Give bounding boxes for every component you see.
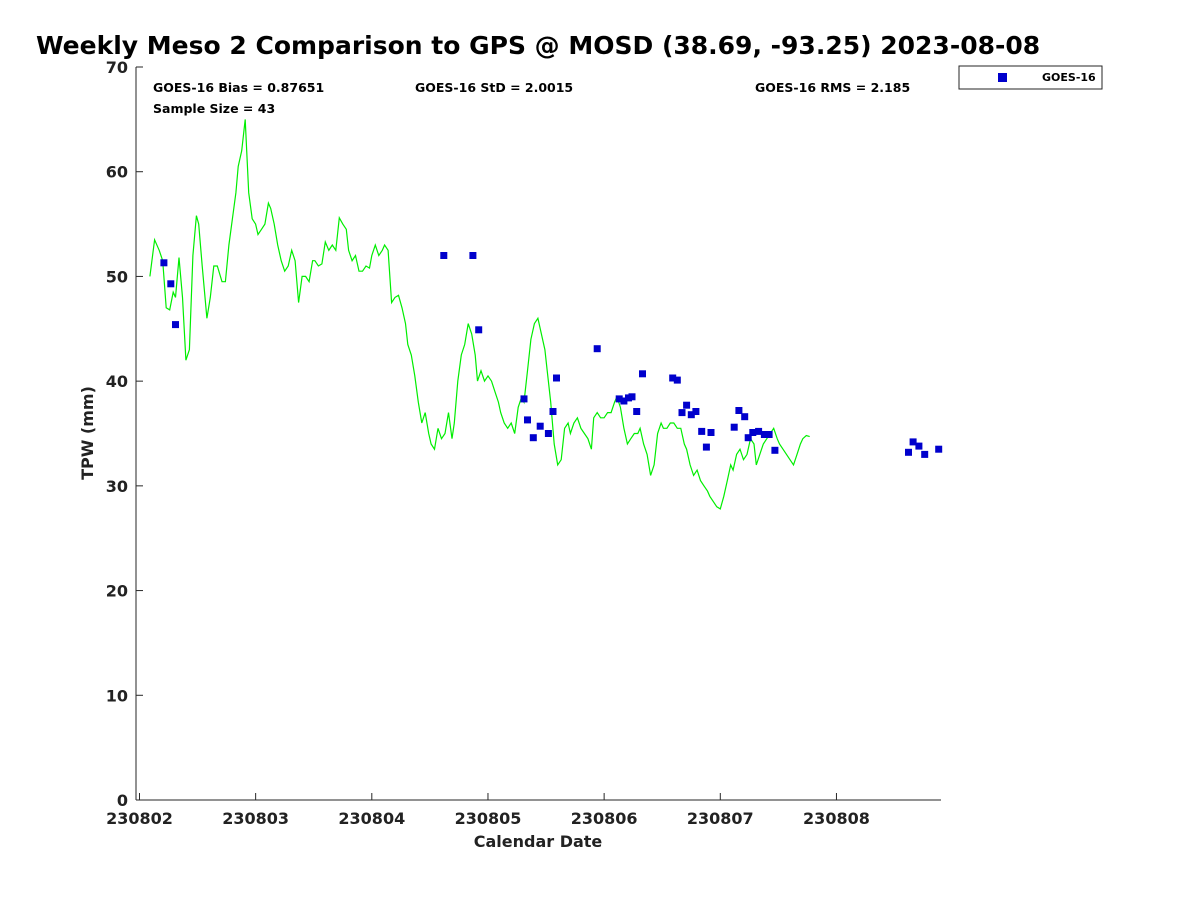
y-axis-ticks: 0 10 20 30 40 50 60 70 — [106, 58, 143, 810]
x-tick-label: 230802 — [106, 809, 173, 828]
y-tick-label: 0 — [117, 791, 128, 810]
y-tick-label: 10 — [106, 686, 128, 705]
y-tick-label: 60 — [106, 163, 128, 182]
goes-16-point — [440, 252, 448, 259]
goes-16-point — [639, 370, 646, 378]
x-tick-label: 230803 — [222, 809, 289, 828]
goes-16-point — [749, 429, 757, 436]
legend: GOES-16 — [958, 65, 1103, 90]
goes-16-point — [730, 423, 738, 431]
goes-16-point — [702, 443, 710, 451]
y-tick-label: 50 — [106, 267, 128, 286]
goes-16-point — [475, 326, 483, 334]
bias-stat: GOES-16 Bias = 0.87651 — [153, 80, 324, 95]
goes-16-point — [615, 395, 623, 403]
y-tick-label: 40 — [106, 372, 128, 391]
goes-16-series-points — [160, 252, 943, 458]
x-tick-label: 230805 — [455, 809, 522, 828]
std-stat: GOES-16 StD = 2.0015 — [415, 80, 573, 95]
goes-16-point — [536, 422, 544, 430]
y-tick-label: 30 — [106, 477, 128, 496]
goes-16-point — [735, 407, 743, 414]
goes-16-point — [160, 259, 168, 267]
x-tick-label: 230804 — [338, 809, 405, 828]
goes-16-point — [707, 429, 715, 436]
goes-16-point — [673, 376, 681, 384]
rms-stat: GOES-16 RMS = 2.185 — [755, 80, 910, 95]
goes-16-point — [593, 345, 601, 353]
goes-16-point — [172, 321, 179, 329]
goes-16-point — [741, 413, 749, 421]
x-axis-label: Calendar Date — [474, 832, 603, 851]
goes-16-point — [921, 450, 929, 458]
goes-16-point — [760, 431, 768, 438]
goes-16-point — [905, 448, 912, 456]
plot-area: 0 10 20 30 40 50 60 70 230802 230803 230804 230805… — [106, 58, 943, 828]
chart-title: Weekly Meso 2 Comparison to GPS @ MOSD (… — [36, 31, 1040, 60]
goes-16-point — [529, 434, 537, 442]
goes-16-point — [692, 408, 700, 415]
x-tick-label: 230806 — [571, 809, 638, 828]
goes-16-point — [915, 442, 923, 450]
y-tick-label: 20 — [106, 582, 128, 601]
gps-tpw-series-line — [149, 119, 810, 510]
y-tick-label: 70 — [106, 58, 128, 77]
legend-box — [958, 65, 1103, 90]
goes-16-point — [678, 409, 686, 417]
goes-16-point — [544, 430, 552, 437]
goes-16-point — [669, 374, 677, 382]
goes-16-point — [755, 427, 763, 435]
goes-16-point — [469, 252, 477, 259]
goes-16-point — [765, 431, 773, 438]
goes-16-point — [549, 408, 557, 415]
x-tick-label: 230808 — [803, 809, 870, 828]
goes-16-point — [935, 445, 943, 453]
goes-16-point — [909, 438, 917, 446]
goes-16-point — [553, 374, 560, 382]
y-axis-label: TPW (mm) — [78, 386, 97, 480]
x-axis-ticks: 230802 230803 230804 230805 230806 230807 2308… — [106, 793, 870, 828]
goes-16-point — [524, 416, 531, 424]
sample-size-stat: Sample Size = 43 — [153, 101, 275, 116]
goes-16-point — [698, 427, 706, 435]
legend-label-goes-16: GOES-16 — [1042, 71, 1096, 84]
goes-16-point — [744, 434, 752, 442]
legend-marker-goes-16 — [998, 73, 1007, 82]
x-tick-label: 230807 — [687, 809, 754, 828]
goes-16-point — [771, 446, 779, 454]
goes-16-point — [620, 397, 628, 405]
goes-16-point — [520, 395, 528, 403]
goes-16-point — [683, 401, 691, 409]
goes-16-point — [633, 408, 641, 415]
goes-16-point — [167, 280, 175, 288]
goes-16-point — [687, 411, 695, 419]
goes-16-point — [628, 393, 636, 401]
